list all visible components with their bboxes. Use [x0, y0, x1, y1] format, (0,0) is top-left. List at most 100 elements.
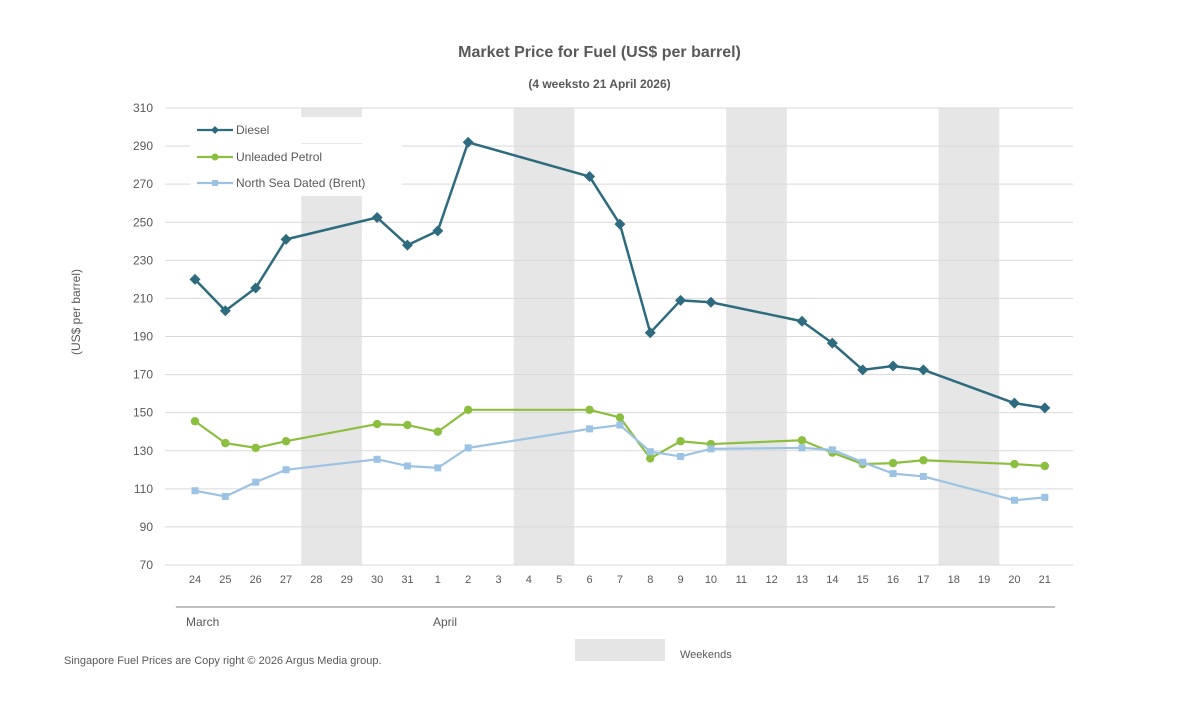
y-tick-label: 310 [133, 101, 153, 115]
data-point [281, 437, 291, 446]
data-point [372, 419, 382, 429]
data-point [677, 452, 685, 460]
data-point [252, 478, 260, 486]
x-tick-label: 6 [586, 574, 592, 586]
data-point [614, 218, 626, 230]
series-line [194, 423, 1045, 502]
data-point [280, 233, 292, 245]
data-point [371, 211, 383, 223]
data-point [705, 296, 717, 308]
x-tick-label: 28 [310, 574, 322, 586]
x-tick-label: 5 [556, 574, 562, 586]
data-point [1008, 397, 1020, 409]
legend-label: Unleaded Petrol [236, 150, 322, 164]
data-point [887, 360, 899, 372]
data-point [403, 462, 411, 470]
x-tick-label: 27 [280, 574, 292, 586]
x-tick-label: 31 [401, 574, 413, 586]
data-point [828, 446, 836, 454]
data-point [646, 448, 654, 456]
x-tick-label: 25 [219, 574, 231, 586]
chart-title: Market Price for Fuel (US$ per barrel) [458, 44, 741, 61]
y-tick-label: 170 [133, 368, 153, 382]
y-tick-label: 190 [133, 330, 153, 344]
data-point [919, 456, 928, 465]
legend-marker [212, 180, 218, 186]
series-line [194, 141, 1045, 410]
x-tick-label: 11 [736, 574, 747, 586]
x-tick-label: 26 [250, 574, 262, 586]
data-point [707, 445, 715, 453]
data-point [826, 337, 838, 349]
x-tick-label: 12 [766, 574, 778, 586]
data-point [615, 413, 625, 422]
x-tick-label: 4 [526, 574, 532, 586]
data-point [888, 458, 898, 468]
data-point [462, 136, 474, 148]
data-point [584, 171, 596, 183]
data-point [221, 438, 230, 448]
y-tick-label: 270 [133, 177, 153, 191]
data-point [616, 421, 624, 429]
data-point [373, 455, 381, 463]
x-tick-label: 17 [917, 574, 929, 586]
data-point [1010, 496, 1018, 504]
y-tick-label: 110 [134, 482, 153, 496]
data-point [646, 454, 655, 463]
x-tick-label: 19 [978, 574, 990, 586]
data-point [1041, 493, 1049, 501]
data-point [403, 420, 412, 430]
data-point [1010, 459, 1019, 469]
data-point [463, 405, 473, 415]
x-tick-label: 14 [826, 574, 838, 586]
x-tick-label: 3 [495, 574, 501, 586]
y-tick-label: 230 [133, 253, 153, 267]
data-point [250, 282, 262, 294]
y-tick-label: 150 [133, 406, 153, 420]
x-tick-label: 21 [1039, 574, 1051, 586]
data-point [586, 425, 594, 433]
data-point [644, 327, 656, 339]
data-point [797, 436, 807, 445]
legend-label: North Sea Dated (Brent) [236, 176, 365, 190]
data-point [919, 472, 927, 480]
data-point [464, 444, 472, 452]
y-tick-label: 90 [140, 520, 154, 534]
data-point [434, 464, 442, 472]
data-point [219, 305, 231, 317]
data-point [251, 443, 260, 453]
y-tick-label: 70 [140, 558, 154, 572]
y-tick-label: 130 [133, 444, 153, 458]
month-label-april: April [433, 615, 458, 629]
data-point [433, 427, 442, 436]
x-tick-label: 13 [796, 574, 808, 586]
data-point [857, 364, 869, 376]
x-tick-label: 9 [678, 574, 684, 586]
weekend-legend-label: Weekends [680, 649, 732, 661]
x-tick-label: 7 [617, 574, 623, 586]
chart-subtitle: (4 weeksto 21 April 2026) [528, 77, 671, 91]
data-point [1040, 461, 1050, 471]
y-tick-label: 290 [133, 139, 153, 153]
month-label-march: March [186, 615, 220, 629]
data-point [221, 492, 229, 500]
data-point [190, 417, 200, 426]
weekend-legend-swatch [575, 639, 665, 661]
x-tick-label: 29 [341, 574, 353, 586]
data-point [189, 273, 201, 285]
x-tick-label: 15 [857, 574, 869, 586]
data-point [859, 458, 867, 466]
copyright-footer: Singapore Fuel Prices are Copy right © 2… [64, 655, 382, 667]
data-point [1039, 402, 1051, 414]
data-point [796, 315, 808, 327]
data-point [917, 364, 929, 376]
data-point [432, 225, 444, 237]
data-point [585, 405, 594, 415]
data-point [889, 470, 897, 478]
data-point [676, 437, 685, 446]
x-tick-label: 2 [465, 574, 471, 586]
y-tick-label: 210 [133, 291, 153, 305]
data-point [798, 444, 806, 452]
